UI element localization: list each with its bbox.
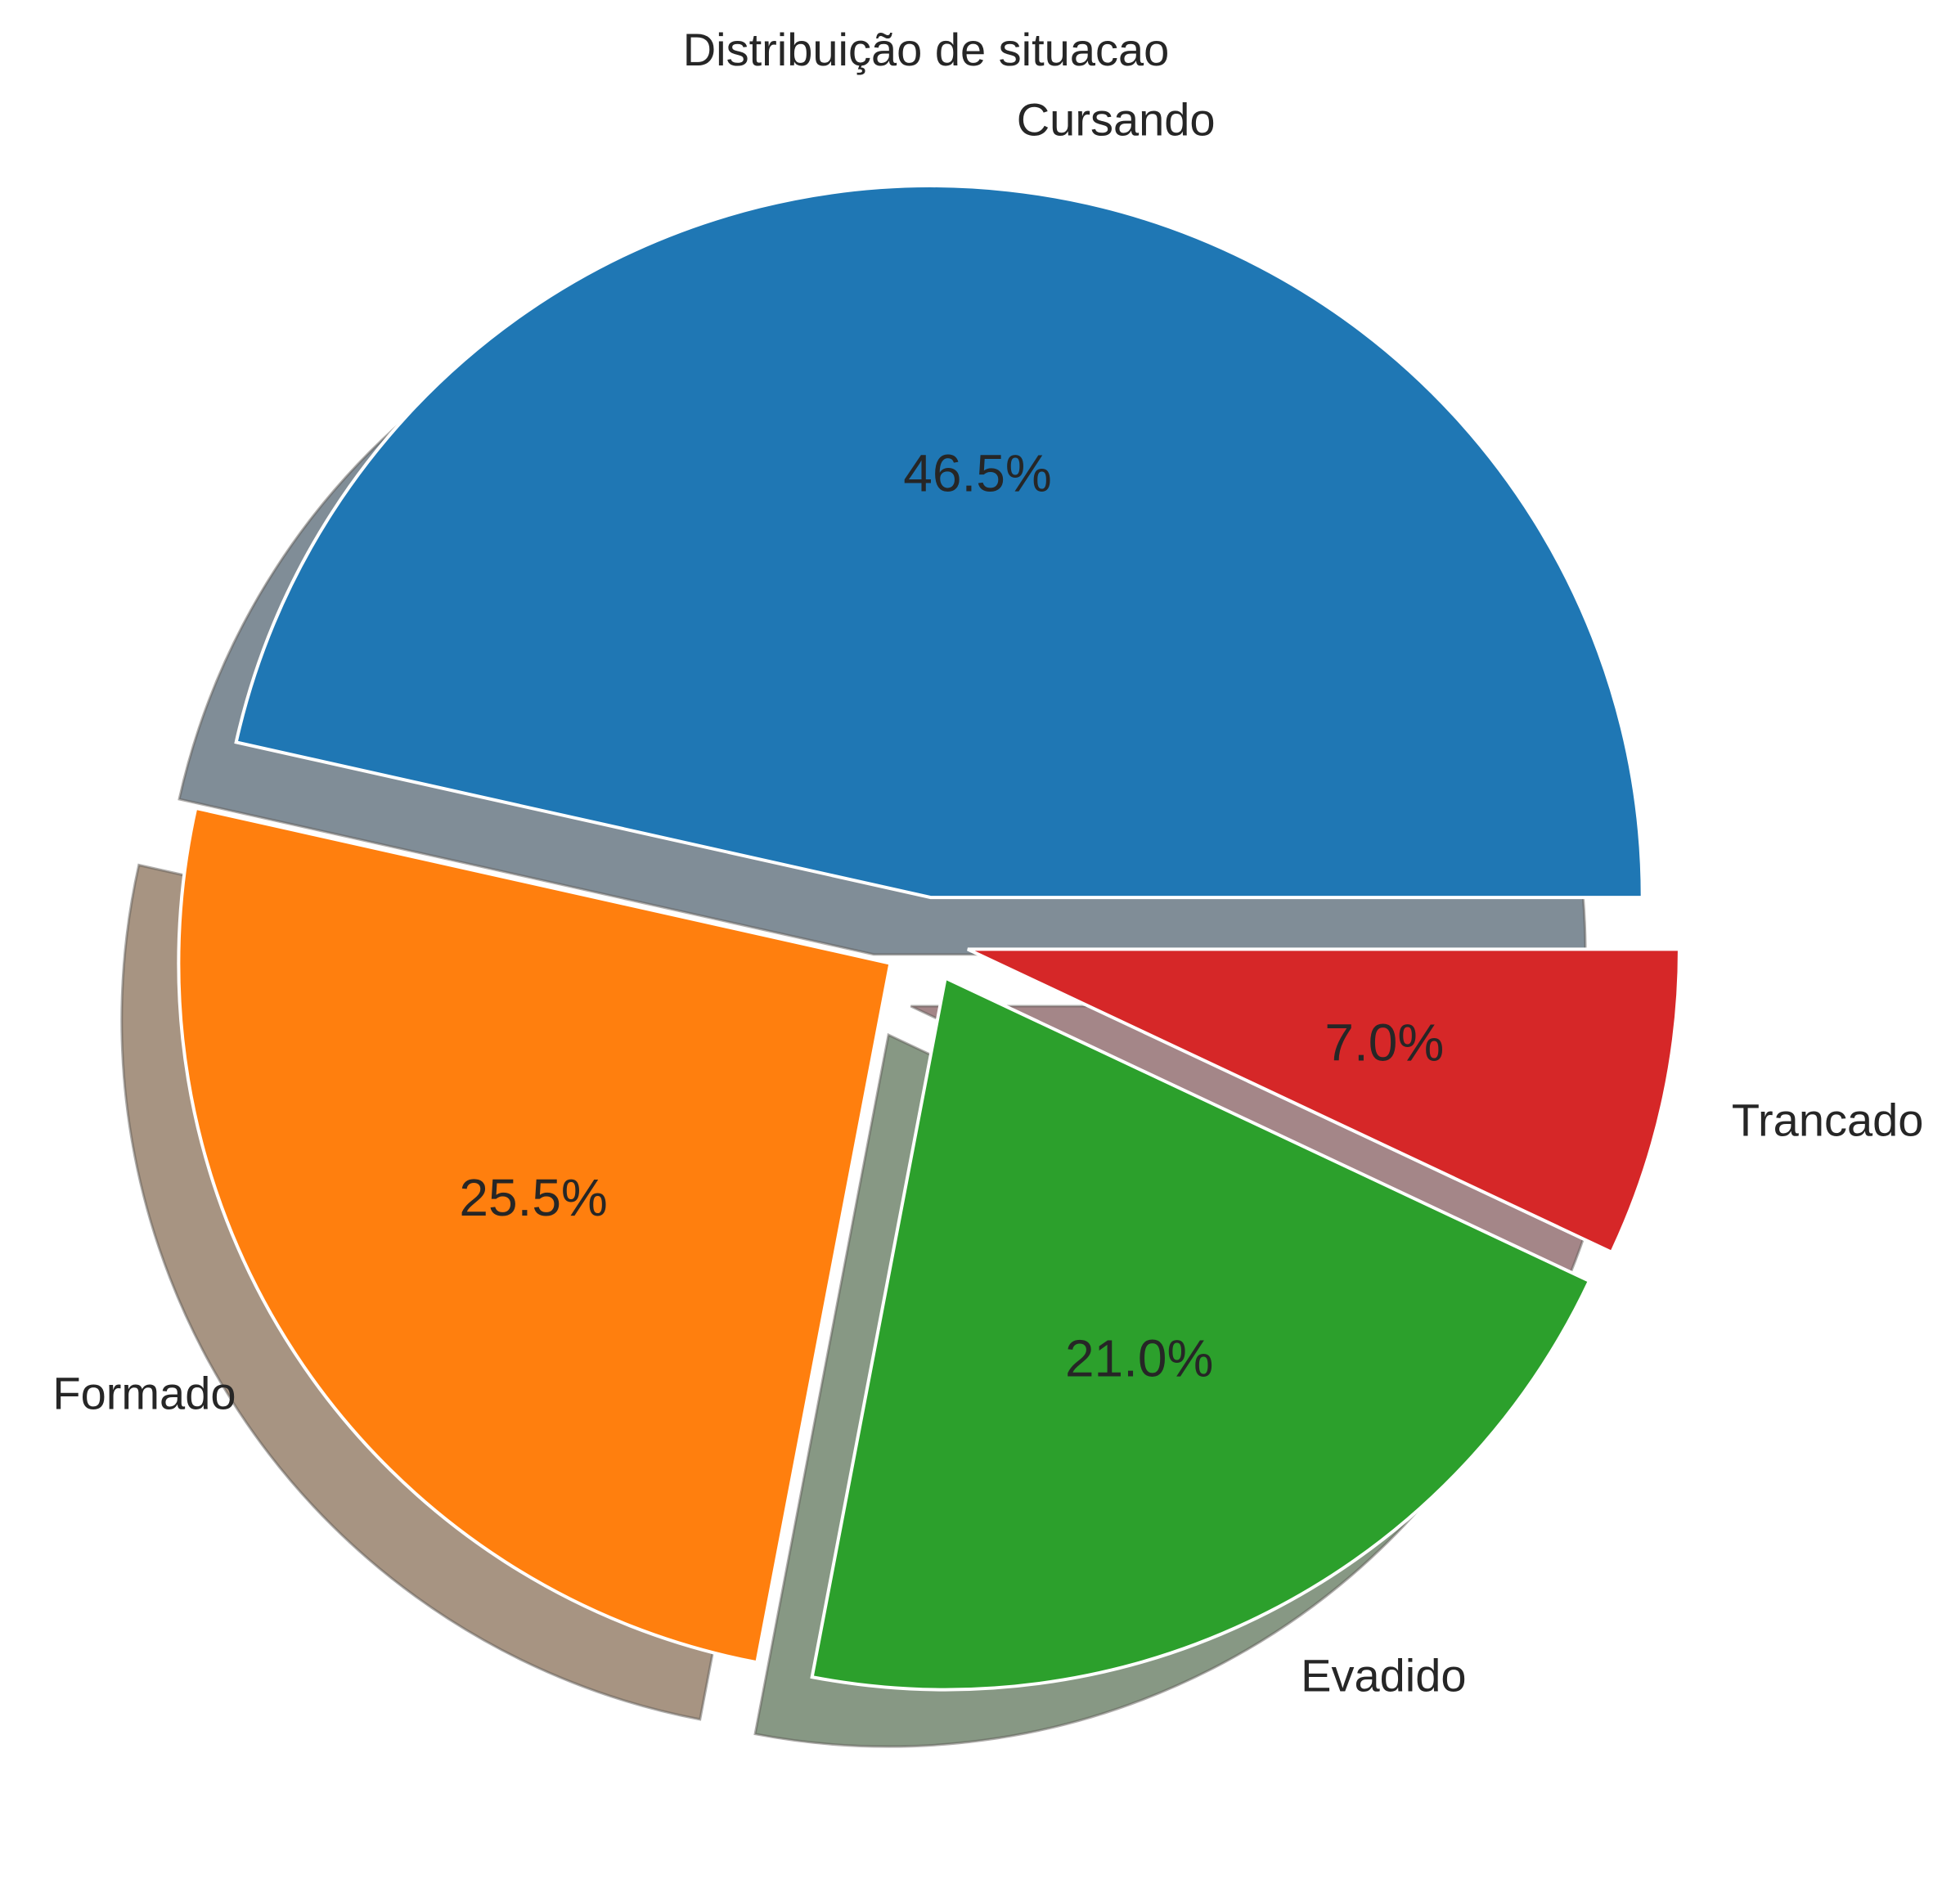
chart-title: Distribuição de situacao bbox=[683, 24, 1170, 75]
pct-label-evadido: 21.0% bbox=[1065, 1329, 1213, 1388]
pie-slice-cursando bbox=[234, 184, 1644, 900]
pie-slice-evadido bbox=[810, 975, 1592, 1692]
label-layer: Cursando 46.5% Formado 25.5% Evadido 21.0% Tra… bbox=[52, 93, 1923, 1701]
pct-label-cursando: 46.5% bbox=[903, 443, 1051, 502]
pie-slice-formado bbox=[177, 806, 892, 1665]
pie-slice-trancado bbox=[967, 947, 1681, 1255]
slice-layer bbox=[177, 184, 1681, 1692]
slice-label-evadido: Evadido bbox=[1301, 1650, 1466, 1701]
pct-label-trancado: 7.0% bbox=[1324, 1013, 1444, 1072]
slice-label-trancado: Trancado bbox=[1732, 1095, 1924, 1146]
slice-label-formado: Formado bbox=[52, 1368, 236, 1419]
slice-label-cursando: Cursando bbox=[1017, 93, 1216, 145]
pct-label-formado: 25.5% bbox=[459, 1168, 607, 1227]
